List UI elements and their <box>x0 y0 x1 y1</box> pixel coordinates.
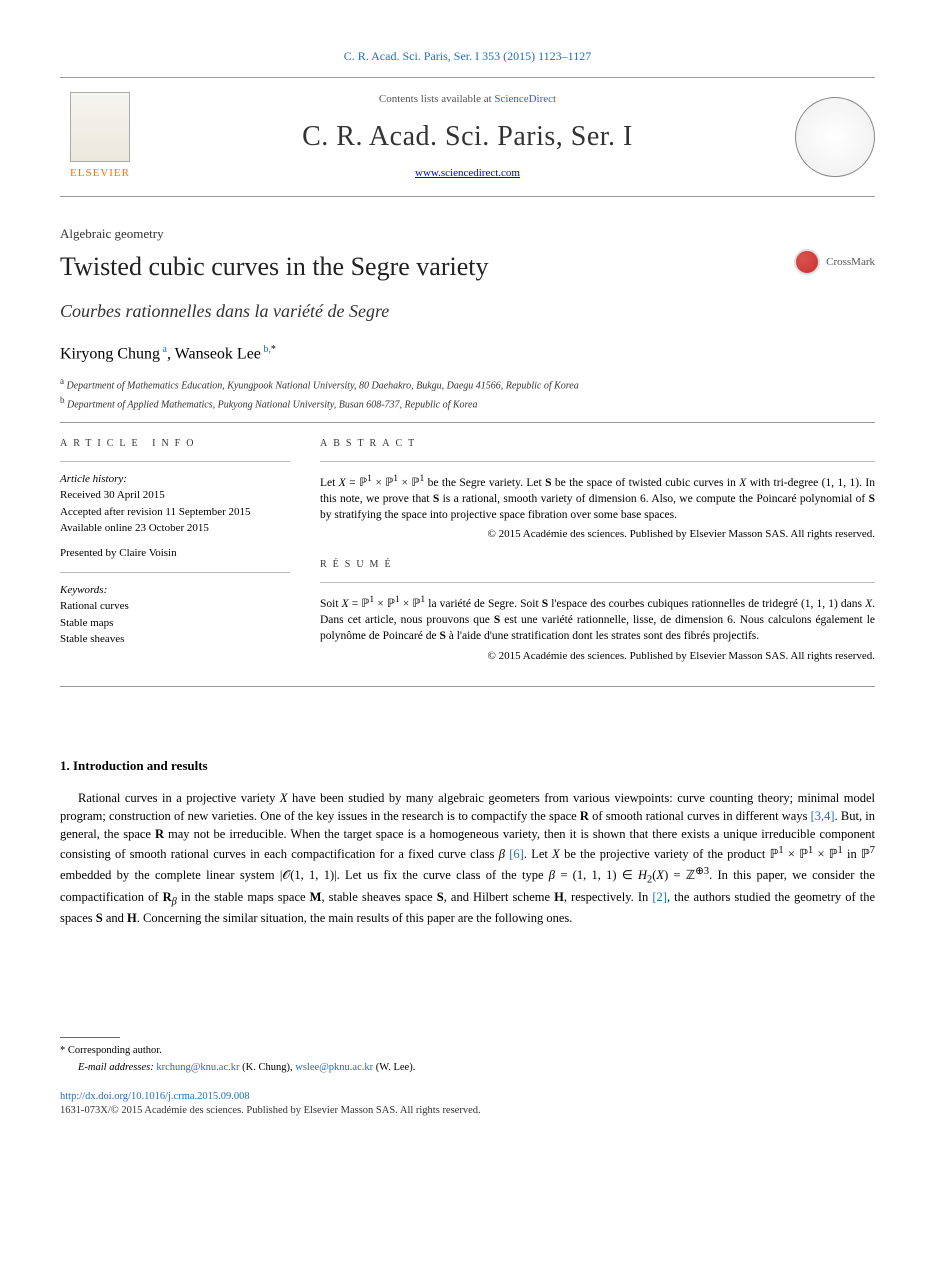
affiliation-a: Department of Mathematics Education, Kyu… <box>67 381 579 392</box>
crossmark-badge[interactable]: CrossMark <box>794 249 875 275</box>
article-info-column: ARTICLE INFO Article history: Received 3… <box>60 437 290 668</box>
presented-by: Presented by Claire Voisin <box>60 546 290 561</box>
emails-label: E-mail addresses: <box>78 1062 154 1073</box>
journal-name: C. R. Acad. Sci. Paris, Ser. I <box>140 117 795 156</box>
article-category: Algebraic geometry <box>60 225 875 243</box>
article-info-heading: ARTICLE INFO <box>60 437 290 451</box>
footer-block: * Corresponding author. E-mail addresses… <box>60 1037 875 1119</box>
academie-badge-icon <box>795 97 875 177</box>
abstract-text: Let X = ℙ1 × ℙ1 × ℙ1 be the Segre variet… <box>320 472 875 523</box>
abstract-column: ABSTRACT Let X = ℙ1 × ℙ1 × ℙ1 be the Seg… <box>320 437 875 668</box>
email-who: (W. Lee). <box>373 1062 415 1073</box>
email-link[interactable]: wslee@pknu.ac.kr <box>295 1062 373 1073</box>
article-title-en: Twisted cubic curves in the Segre variet… <box>60 249 875 285</box>
resume-copyright: © 2015 Académie des sciences. Published … <box>320 649 875 664</box>
authors-line: Kiryong Chung a, Wanseok Lee b,* <box>60 343 875 366</box>
contents-available-line: Contents lists available at ScienceDirec… <box>140 92 795 107</box>
body-paragraph: Rational curves in a projective variety … <box>60 789 875 927</box>
corresponding-author: * Corresponding author. <box>60 1044 875 1059</box>
citation-header: C. R. Acad. Sci. Paris, Ser. I 353 (2015… <box>60 40 875 77</box>
body-section: 1. Introduction and results Rational cur… <box>60 757 875 927</box>
journal-site-link[interactable]: www.sciencedirect.com <box>415 167 520 179</box>
contents-prefix: Contents lists available at <box>379 93 494 105</box>
crossmark-icon <box>794 249 820 275</box>
issn-copyright-line: 1631-073X/© 2015 Académie des sciences. … <box>60 1104 875 1119</box>
affiliations: a Department of Mathematics Education, K… <box>60 375 875 412</box>
email-link[interactable]: krchung@knu.ac.kr <box>156 1062 239 1073</box>
email-who: (K. Chung), <box>240 1062 296 1073</box>
keyword: Rational curves <box>60 599 290 614</box>
abstract-heading: ABSTRACT <box>320 437 875 451</box>
crossmark-label: CrossMark <box>826 255 875 270</box>
keywords-label: Keywords: <box>60 583 290 598</box>
abstract-copyright: © 2015 Académie des sciences. Published … <box>320 527 875 542</box>
resume-text: Soit X = ℙ1 × ℙ1 × ℙ1 la variété de Segr… <box>320 593 875 644</box>
section-heading: 1. Introduction and results <box>60 757 875 775</box>
elsevier-logo[interactable]: ELSEVIER <box>60 92 140 181</box>
sciencedirect-link[interactable]: ScienceDirect <box>494 93 556 105</box>
doi-link[interactable]: http://dx.doi.org/10.1016/j.crma.2015.09… <box>60 1091 250 1102</box>
affiliation-b: Department of Applied Mathematics, Pukyo… <box>67 399 478 410</box>
history-online: Available online 23 October 2015 <box>60 521 290 536</box>
elsevier-tree-icon <box>70 92 130 162</box>
email-line: E-mail addresses: krchung@knu.ac.kr (K. … <box>60 1061 875 1076</box>
history-label: Article history: <box>60 472 290 487</box>
article-title-fr: Courbes rationnelles dans la variété de … <box>60 299 875 324</box>
history-accepted: Accepted after revision 11 September 201… <box>60 505 290 520</box>
masthead: ELSEVIER Contents lists available at Sci… <box>60 77 875 197</box>
keyword: Stable sheaves <box>60 632 290 647</box>
resume-heading: RÉSUMÉ <box>320 558 875 572</box>
keyword: Stable maps <box>60 616 290 631</box>
history-received: Received 30 April 2015 <box>60 488 290 503</box>
publisher-name: ELSEVIER <box>60 166 140 181</box>
